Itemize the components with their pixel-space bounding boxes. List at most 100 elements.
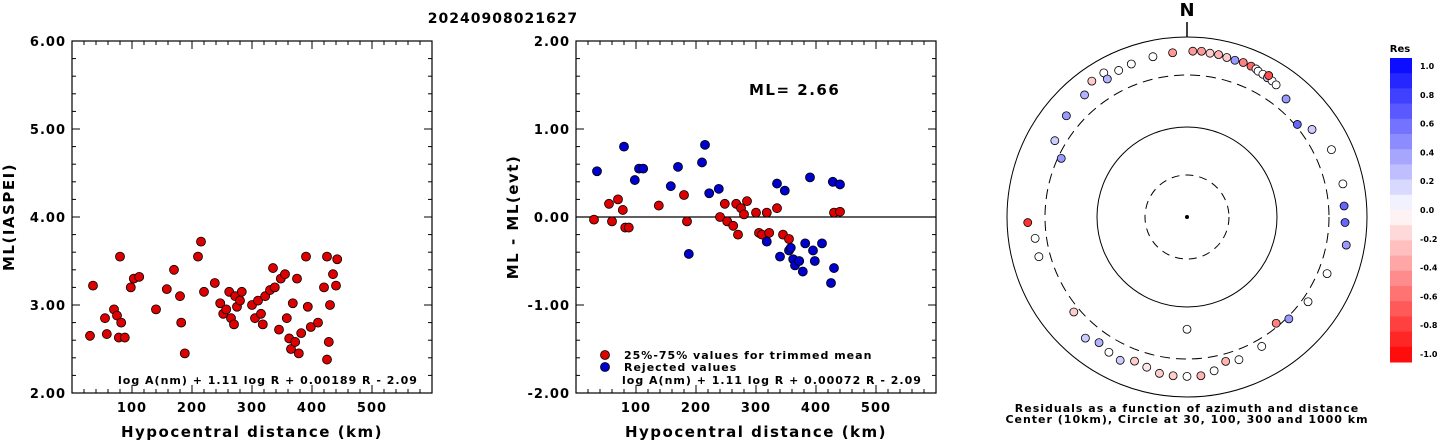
used-residual-point <box>739 209 749 220</box>
data-point <box>268 263 278 273</box>
panel1-points <box>85 236 343 365</box>
data-point <box>169 264 179 275</box>
data-point <box>302 301 313 312</box>
data-point <box>161 284 172 295</box>
colorbar-cell <box>1390 164 1412 181</box>
data-point <box>331 280 341 291</box>
colorbar-cell <box>1390 103 1412 120</box>
data-point <box>209 278 220 288</box>
rejected-residual-point <box>779 185 790 196</box>
panel2-ylabel: ML - ML(evt) <box>504 155 522 279</box>
data-point <box>100 313 110 324</box>
residual-colorbar: Res 1.0 0.8 0.6 0.4 0.2 0.0 -0.2 -0.4 -0.6 -0.8 -1… <box>1390 44 1437 363</box>
station-point <box>1080 90 1089 100</box>
panel2-points <box>589 139 845 288</box>
station-point <box>1214 50 1223 60</box>
station-point <box>1257 342 1267 351</box>
colorbar-label: -0.6 <box>1420 292 1437 301</box>
data-point <box>296 328 307 339</box>
north-label: N <box>1179 0 1194 21</box>
colorbar-label: 0.2 <box>1420 177 1434 186</box>
panel1-ylabel: ML(IASPEI) <box>0 163 18 271</box>
panel1-xlabel: Hypocentral distance (km) <box>121 423 383 441</box>
colorbar-label: 0.4 <box>1420 148 1435 157</box>
colorbar-label: -0.8 <box>1420 321 1437 330</box>
x-tick-label: 100 <box>117 401 147 416</box>
colorbar-label: 0.0 <box>1420 206 1435 215</box>
station-point <box>1322 269 1332 278</box>
data-point <box>179 348 190 359</box>
rejected-residual-point <box>785 242 796 253</box>
station-point <box>1080 333 1090 343</box>
panel2-ml-value: ML= 2.66 <box>749 81 840 99</box>
rejected-residual-point <box>619 141 629 152</box>
data-point <box>256 308 266 319</box>
colorbar-title: Res <box>1390 44 1410 55</box>
y-tick-label: 4.00 <box>30 211 66 226</box>
used-residual-point <box>761 207 772 218</box>
station-point <box>1130 356 1139 366</box>
station-point <box>1327 145 1336 155</box>
legend-used-marker <box>600 350 610 360</box>
data-point <box>290 337 301 347</box>
event-title: 20240908021627 <box>428 11 578 27</box>
panel2-ticks: 100 200 300 400 500 -2.00 -1.00 0.00 1.00 2.00 <box>528 35 936 416</box>
station-point <box>1303 297 1313 307</box>
colorbar-cell <box>1390 58 1412 74</box>
station-point <box>1271 318 1281 328</box>
colorbar-cell <box>1390 240 1412 257</box>
ml-vs-distance-panel: 100 200 300 400 500 2.00 3.00 4.00 5.00 6.00 log … <box>0 35 433 441</box>
used-residual-point <box>604 198 614 209</box>
y-tick-label: -1.00 <box>528 299 570 314</box>
data-point <box>199 286 209 297</box>
station-point <box>1115 355 1125 365</box>
used-residual-point <box>617 205 628 215</box>
data-point <box>101 329 112 339</box>
x-tick-label: 200 <box>681 401 711 416</box>
data-point <box>236 286 247 297</box>
station-point <box>1221 356 1231 366</box>
station-point <box>1023 218 1033 227</box>
used-residual-point <box>751 207 761 218</box>
station-point <box>1205 48 1215 58</box>
data-point <box>274 324 284 335</box>
data-point <box>229 319 239 330</box>
rejected-residual-point <box>775 251 785 262</box>
used-residual-point <box>835 206 845 217</box>
polar-caption-1: Residuals as a function of azimuth and d… <box>1015 402 1359 415</box>
rejected-residual-point <box>829 263 839 273</box>
rejected-residual-point <box>805 172 815 183</box>
used-residual-point <box>728 220 739 231</box>
x-tick-label: 300 <box>741 401 771 416</box>
ring-1000km <box>1006 36 1368 398</box>
panel1-formula: log A(nm) + 1.11 log R + 0.00189 R - 2.0… <box>118 374 418 387</box>
data-point <box>281 313 292 324</box>
data-point <box>325 300 335 310</box>
used-residual-point <box>742 196 752 207</box>
colorbar-cells <box>1390 58 1412 363</box>
polar-points <box>1023 46 1351 381</box>
data-point <box>293 348 304 359</box>
colorbar-label: 0.8 <box>1420 91 1435 100</box>
rejected-residual-point <box>665 181 676 192</box>
residual-vs-distance-panel: 100 200 300 400 500 -2.00 -1.00 0.00 1.00 2.00 ML… <box>504 35 937 441</box>
data-point <box>85 330 95 341</box>
rejected-residual-point <box>800 238 811 249</box>
rejected-residual-point <box>592 166 602 177</box>
rejected-residual-point <box>683 249 694 259</box>
x-tick-label: 400 <box>801 401 831 416</box>
station-point <box>1339 201 1349 211</box>
station-point <box>1230 55 1240 65</box>
rejected-residual-point <box>761 236 772 247</box>
data-point <box>319 282 329 293</box>
station-point <box>1196 371 1206 381</box>
used-residual-point <box>715 212 725 222</box>
x-tick-label: 500 <box>357 401 387 416</box>
data-point <box>221 304 232 315</box>
data-point <box>151 304 161 315</box>
colorbar-cell <box>1390 286 1412 302</box>
station-point <box>1069 307 1079 317</box>
colorbar-labels: 1.0 0.8 0.6 0.4 0.2 0.0 -0.2 -0.4 -0.6 -0.8 -1.0 <box>1420 62 1437 359</box>
colorbar-cell <box>1390 194 1412 211</box>
